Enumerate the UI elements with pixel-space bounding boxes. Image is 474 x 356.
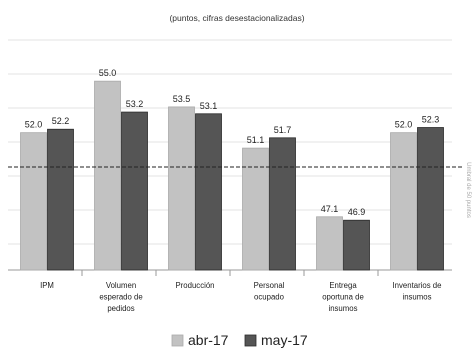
chart-subtitle: (puntos, cifras desestacionalizadas): [169, 13, 304, 23]
bar-abr-17-4: [316, 216, 343, 271]
bar-label-abr-17-3: 51.1: [247, 135, 265, 145]
bar-label-may-17-2: 53.1: [200, 101, 218, 111]
bar-label-may-17-0: 52.2: [52, 116, 70, 126]
category-label-4-1: oportuna de: [322, 293, 364, 302]
category-label-3-0: Personal: [254, 281, 285, 290]
bar-label-abr-17-4: 47.1: [321, 204, 339, 214]
legend-swatch-may-17: [244, 334, 257, 347]
bar-may-17-5: [417, 127, 444, 271]
bar-label-abr-17-0: 52.0: [25, 120, 43, 130]
bar-may-17-4: [343, 219, 370, 271]
bar-abr-17-2: [168, 106, 195, 271]
legend-swatch-abr-17: [171, 334, 184, 347]
bar-may-17-0: [47, 128, 74, 271]
bar-abr-17-3: [242, 147, 269, 271]
legend: abr-17 may-17: [171, 332, 308, 348]
bar-label-may-17-3: 51.7: [274, 125, 292, 135]
bar-label-may-17-1: 53.2: [126, 99, 144, 109]
gridlines: [8, 39, 452, 271]
category-label-4-0: Entrega: [329, 281, 357, 290]
bar-may-17-3: [269, 137, 296, 271]
category-label-5-0: Inventarios de: [393, 281, 442, 290]
bar-abr-17-0: [20, 132, 47, 271]
side-note: Umbral de 50 puntos: [465, 162, 471, 218]
category-label-3-1: ocupado: [254, 293, 285, 302]
category-label-5-1: insumos: [402, 293, 431, 302]
category-label-1-1: esperado de: [99, 293, 142, 302]
category-label-2-0: Producción: [175, 281, 214, 290]
category-label-1-2: pedidos: [107, 304, 134, 313]
legend-label-abr-17: abr-17: [188, 332, 229, 348]
bar-label-abr-17-5: 52.0: [395, 120, 413, 130]
category-label-1-0: Volumen: [106, 281, 136, 290]
bar-abr-17-1: [94, 80, 121, 271]
x-axis: IPM Volumen esperado de pedidos Producción Pe…: [40, 270, 441, 313]
category-label-0-0: IPM: [40, 281, 54, 290]
bar-label-may-17-5: 52.3: [422, 115, 440, 125]
bar-label-may-17-4: 46.9: [348, 207, 366, 217]
bar-label-abr-17-2: 53.5: [173, 94, 191, 104]
bars: 52.0 55.0 53.5 51.1 47.1 52.0 52.2 53.2 53.1 51.7…: [20, 68, 444, 271]
bar-may-17-1: [121, 111, 148, 271]
legend-label-may-17: may-17: [261, 332, 308, 348]
bar-may-17-2: [195, 113, 222, 271]
bar-label-abr-17-1: 55.0: [99, 68, 117, 78]
bar-abr-17-5: [390, 132, 417, 271]
category-label-4-2: insumos: [328, 304, 357, 313]
